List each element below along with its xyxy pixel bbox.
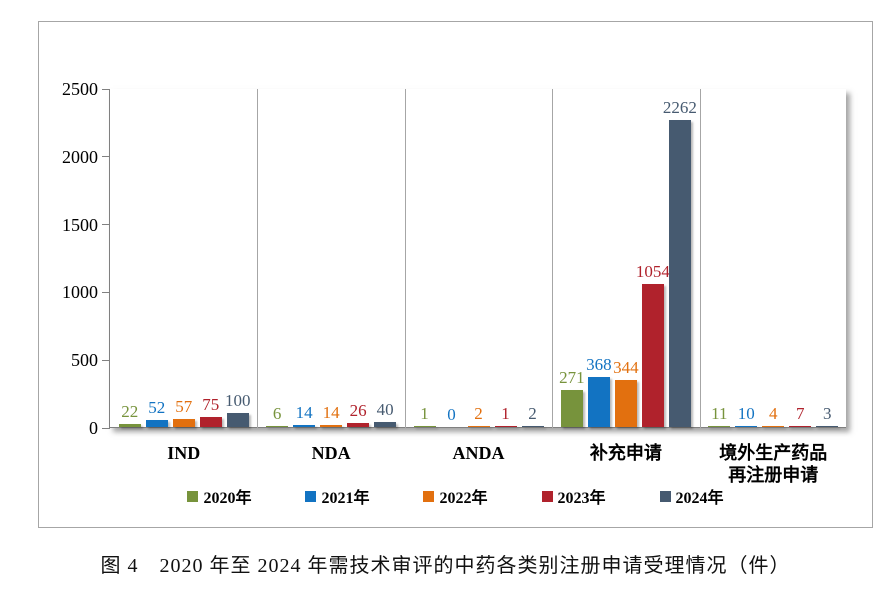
y-axis-tick-mark: [102, 359, 110, 361]
chart-frame: 0 500 1000 1500 2000 2500 22 52 57 75 100 IND 6 14 14 2…: [38, 21, 873, 528]
bar-2022年-境外生产药品: [762, 426, 785, 427]
bar-2023年-ANDA: [494, 426, 517, 427]
bar-2021年-NDA: [293, 425, 316, 427]
bar-2023年-NDA: [347, 423, 370, 427]
bar-2022年-NDA: [320, 425, 343, 427]
category-label: 境外生产药品 再注册申请: [719, 443, 828, 485]
bar-2022年-IND: [172, 419, 195, 427]
bar-2023年-境外生产药品: [789, 426, 812, 427]
bar-value-label: 11: [711, 404, 728, 423]
bar-value-label: 1054: [635, 262, 670, 281]
legend-color-swatch: [187, 490, 199, 502]
bar-2021年-境外生产药品: [735, 426, 758, 427]
bar-2021年-IND: [145, 420, 168, 427]
y-axis-tick-mark: [102, 88, 110, 90]
bar-value-label: 4: [769, 404, 778, 423]
bar-value-label: 6: [272, 404, 282, 423]
legend-series-label: 2022年: [439, 490, 488, 507]
legend-series-label: 2020年: [203, 490, 252, 507]
bar-value-label: 40: [376, 400, 394, 419]
y-axis-tick-label: 1500: [62, 214, 98, 235]
category-divider-line: [699, 89, 701, 428]
legend-series-label: 2024年: [675, 490, 724, 507]
y-axis-tick-label: 500: [71, 350, 98, 371]
plot-area: 0 500 1000 1500 2000 2500 22 52 57 75 100 IND 6 14 14 2…: [62, 79, 846, 485]
bar-value-label: 368: [586, 355, 612, 374]
bar-2020年-补充申请: [560, 390, 583, 427]
bar-2024年-境外生产药品: [816, 426, 839, 427]
bar-2024年-IND: [226, 413, 249, 427]
bar-value-label: 1: [420, 404, 429, 423]
y-axis-tick-label: 0: [89, 418, 98, 438]
bar-2023年-补充申请: [641, 284, 664, 427]
bar-2024年-补充申请: [668, 120, 691, 427]
bar-value-label: 22: [121, 402, 139, 421]
category-label: 补充申请: [589, 443, 662, 463]
legend-item-2022年: 2022年: [423, 484, 488, 508]
bar-value-label: 2: [528, 404, 537, 423]
legend-color-swatch: [541, 490, 553, 502]
y-axis-tick-label: 2000: [62, 146, 98, 167]
bar-value-label: 57: [175, 397, 193, 416]
bar-value-label: 52: [148, 398, 166, 417]
bar-2023年-IND: [199, 417, 222, 427]
category-divider-line: [404, 89, 406, 428]
legend-series-label: 2023年: [557, 490, 606, 507]
y-axis-tick-mark: [102, 291, 110, 293]
y-axis-tick-mark: [102, 156, 110, 158]
y-axis-tick-mark: [102, 224, 110, 226]
category-divider-line: [257, 89, 259, 428]
bar-value-label: 2262: [662, 98, 697, 117]
bar-2024年-NDA: [374, 422, 397, 427]
bar-value-label: 271: [559, 368, 585, 387]
bar-value-label: 14: [295, 403, 313, 422]
legend-item-2020年: 2020年: [187, 484, 251, 508]
bar-2024年-ANDA: [521, 426, 544, 427]
bar-2020年-境外生产药品: [708, 426, 731, 427]
bar-value-label: 14: [322, 403, 340, 422]
legend-color-swatch: [659, 490, 671, 502]
y-axis-tick-mark: [102, 427, 110, 429]
bar-2020年-ANDA: [413, 426, 436, 427]
bar-value-label: 2: [474, 404, 483, 423]
bar-value-label: 3: [823, 404, 832, 423]
legend-item-2023年: 2023年: [541, 484, 606, 508]
bar-2022年-补充申请: [614, 380, 637, 427]
y-axis-tick-label: 2500: [62, 79, 98, 99]
bar-value-label: 100: [224, 391, 251, 410]
category-label: ANDA: [452, 443, 505, 463]
bar-value-label: 75: [202, 395, 220, 414]
bar-2020年-NDA: [266, 426, 289, 427]
bar-value-label: 26: [349, 401, 367, 420]
bar-value-label: 344: [613, 358, 639, 377]
bar-2022年-ANDA: [467, 426, 490, 427]
legend-item-2024年: 2024年: [659, 484, 724, 508]
legend-item-2021年: 2021年: [305, 484, 369, 508]
category-label: NDA: [311, 443, 351, 463]
bar-value-label: 0: [447, 405, 456, 424]
figure-caption: 图 4 2020 年至 2024 年需技术审评的中药各类别注册申请受理情况（件）: [100, 555, 791, 577]
chart-legend: 2020年 2021年 2022年 2023年 2024年: [39, 484, 872, 508]
legend-series-label: 2021年: [321, 490, 370, 507]
bar-value-label: 10: [737, 404, 755, 423]
bar-value-label: 7: [796, 404, 805, 423]
category-label: IND: [167, 443, 201, 463]
bar-2021年-补充申请: [587, 377, 610, 427]
bar-2020年-IND: [118, 424, 141, 427]
bar-value-label: 1: [501, 404, 510, 423]
legend-color-swatch: [305, 490, 317, 502]
y-axis-tick-label: 1000: [62, 282, 98, 303]
legend-color-swatch: [423, 490, 435, 502]
category-divider-line: [552, 89, 554, 428]
